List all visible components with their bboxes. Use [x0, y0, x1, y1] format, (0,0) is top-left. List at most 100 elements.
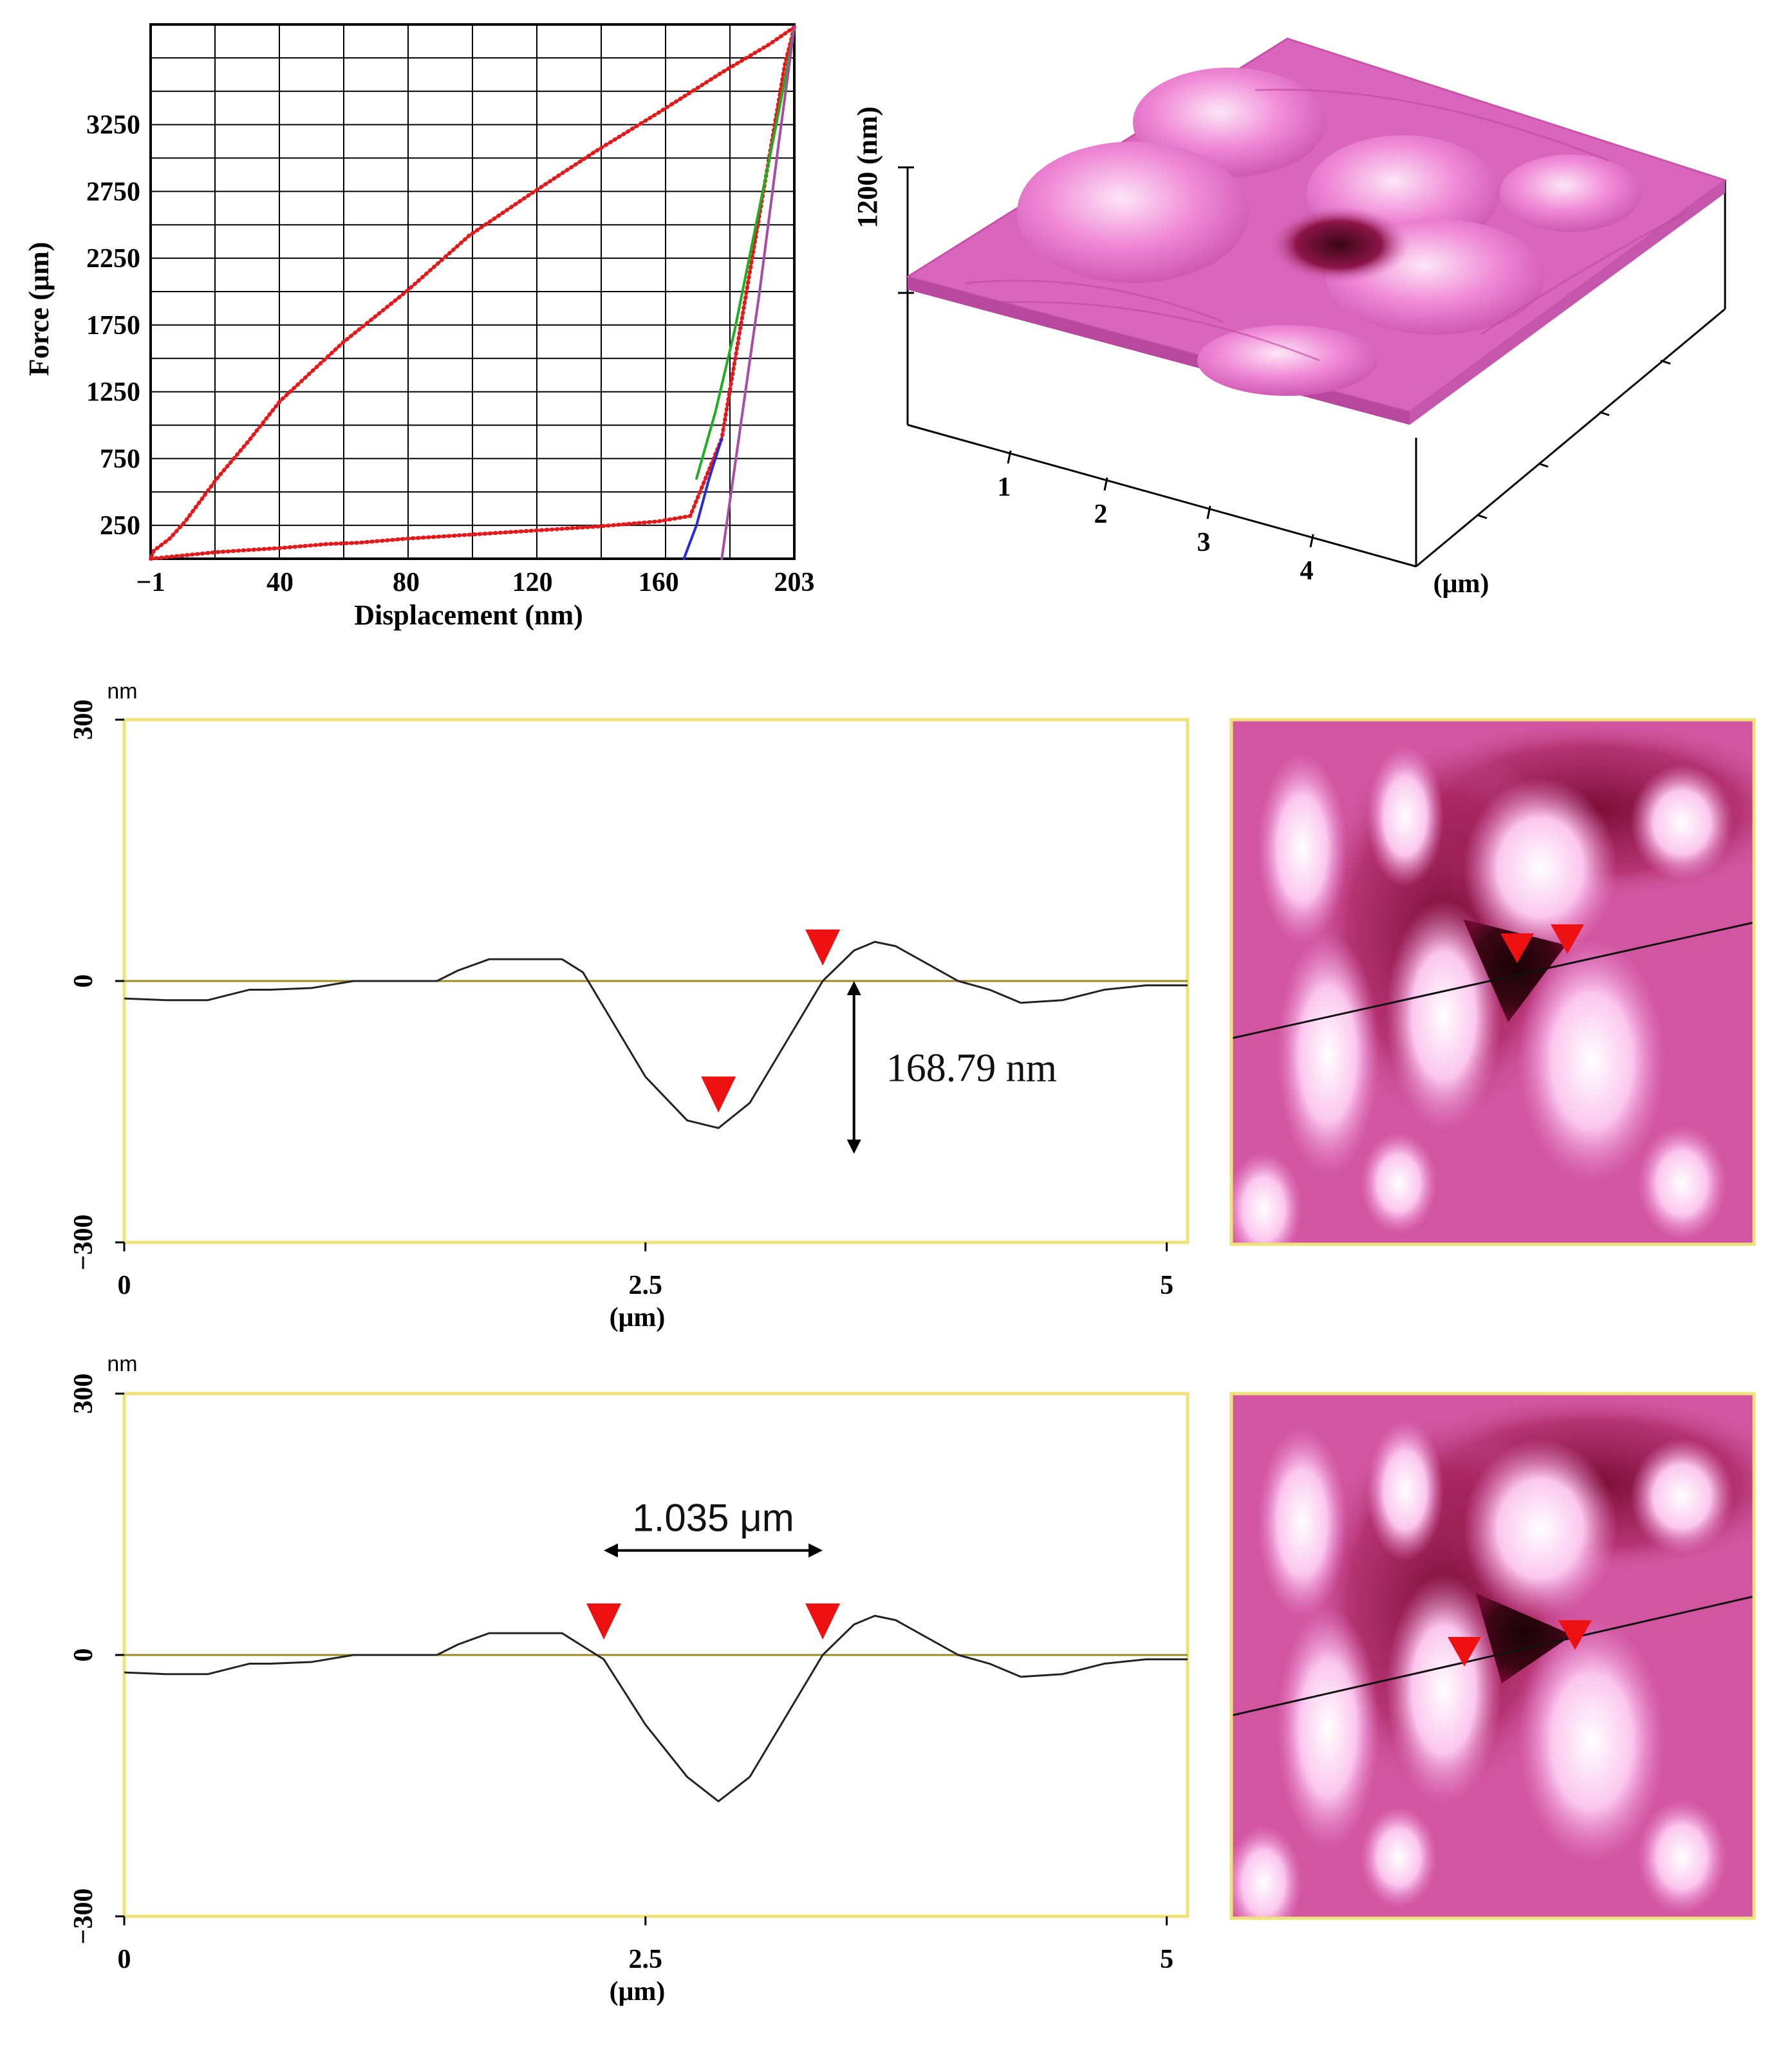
y-tick-3: [1599, 411, 1610, 416]
y-tick-label: 2750: [86, 177, 140, 207]
x-tick-label: 120: [512, 568, 553, 597]
x-axis: [907, 424, 1417, 568]
bright-grain: [1276, 1606, 1379, 1851]
x-tick-label: 0: [118, 1945, 131, 1974]
bright-grain: [1386, 1574, 1502, 1806]
y-tick-label: −300: [69, 1215, 98, 1271]
y-tick-label: 750: [100, 444, 140, 474]
series-group: [149, 25, 796, 561]
x-tick-label-4: 4: [1300, 556, 1314, 586]
afm-image-frame: [1231, 720, 1754, 1244]
surface-side-edge: [1410, 180, 1725, 425]
y-tick-label: 2250: [86, 244, 140, 274]
bright-grain: [1630, 765, 1733, 881]
x-tick-label: 40: [266, 568, 294, 597]
cursor-marker: [1448, 1637, 1481, 1667]
cursor-marker: [1558, 1620, 1592, 1650]
y-tick-label: 300: [69, 1374, 98, 1414]
bright-grain: [1367, 745, 1444, 887]
y-tick-label: 250: [100, 511, 140, 541]
unit-label: (μm): [1433, 569, 1489, 599]
cursor-marker: [805, 930, 841, 966]
x-tick-3: [1206, 505, 1211, 519]
y-tick-label: 3250: [86, 111, 140, 140]
indent-pit: [1268, 206, 1410, 283]
bright-grain: [1518, 939, 1666, 1183]
indent-pit: [1463, 919, 1566, 1022]
x-tick-label: 0: [118, 1271, 131, 1300]
y-tick-labels: 250 750 1250 1750 2250 2750 3250: [86, 111, 140, 541]
x-tick-label: 2.5: [629, 1945, 663, 1974]
x-tick-label-2: 2: [1094, 500, 1108, 529]
bright-grain: [1367, 1419, 1444, 1561]
bright-grain: [1231, 1825, 1302, 1918]
y-tick-label: 1750: [86, 311, 140, 341]
cursor-marker: [1551, 924, 1584, 954]
x-tick-label: −1: [136, 568, 165, 597]
x-tick-label: 5: [1160, 1945, 1173, 1974]
bright-grain: [1257, 752, 1347, 945]
bright-grain: [1463, 1439, 1618, 1619]
cursor-marker: [1500, 933, 1534, 963]
cursor-marker: [701, 1076, 736, 1113]
profile-line: [124, 940, 1188, 1129]
series-line-core: [149, 26, 795, 559]
x-tick-label: 80: [393, 568, 420, 597]
plot-area: 0 2.5 5 300 0 −300 1.035 μm: [69, 1374, 1188, 1974]
series-line-core: [150, 26, 796, 560]
surface-3d-view: 1200 (nm) 1 2 3 4 (μm): [852, 37, 1728, 599]
y-tick-2: [1538, 462, 1549, 468]
y-unit-label: nm: [107, 679, 137, 704]
y-tick-1: [1477, 514, 1488, 519]
depth-annotation: 168.79 nm: [886, 1046, 1057, 1090]
series-line: [720, 26, 796, 560]
x-tick-label-3: 3: [1197, 528, 1211, 557]
plot-area: 0 2.5 5 300 0 −300 168.79 nm: [69, 700, 1188, 1300]
afm-image-frame: [1231, 1394, 1754, 1918]
x-axis-label: (μm): [610, 1303, 666, 1332]
grid: [151, 24, 794, 559]
bright-grain: [1257, 1426, 1347, 1619]
surface-hill: [1197, 325, 1377, 396]
arrowhead: [846, 1139, 861, 1154]
section-line: [1231, 1595, 1754, 1717]
x-axis-label: Displacement (nm): [354, 599, 583, 631]
width-annotation: 1.035 μm: [632, 1497, 794, 1540]
x-tick-label: 160: [639, 568, 679, 597]
x-tick-label: 2.5: [629, 1271, 663, 1300]
cursor-marker: [586, 1603, 622, 1640]
bright-grain: [1463, 778, 1618, 958]
y-tick-4: [1660, 359, 1671, 365]
indent-pit: [1476, 1593, 1573, 1683]
bright-grain: [1637, 1125, 1727, 1241]
cursor-marker: [805, 1603, 841, 1640]
afm-image-top: [1229, 718, 1756, 1246]
bright-grain: [1386, 900, 1502, 1132]
section-depth-chart: nm 0 2.5 5 300 0 −300 168.79 nm (μm): [69, 679, 1190, 1332]
arrowhead: [604, 1543, 619, 1558]
x-tick-labels: −1 40 80 120 160 203: [136, 568, 815, 597]
y-tick-label: 0: [69, 975, 98, 988]
bright-grain: [1518, 1619, 1666, 1864]
afm-image-border: [1229, 1392, 1756, 1920]
afm-image-bottom: [1229, 1392, 1756, 1920]
bright-grain: [1360, 1132, 1437, 1235]
bright-grain: [1276, 932, 1379, 1177]
x-tick-2: [1103, 477, 1108, 491]
section-line: [1231, 921, 1754, 1040]
x-tick-label-1: 1: [998, 472, 1011, 502]
y-tick-label: −300: [69, 1889, 98, 1945]
y-unit-label: nm: [107, 1352, 137, 1376]
arrowhead: [808, 1543, 823, 1558]
y-tick-label: 1250: [86, 378, 140, 407]
z-axis-label: 1200 (nm): [852, 106, 883, 228]
x-tick-4: [1309, 534, 1314, 548]
surface-texture: [965, 88, 1687, 362]
y-tick-label: 300: [69, 700, 98, 740]
force-displacement-chart: −1 40 80 120 160 203 250 750 1250 1750 2250 2750 32…: [23, 23, 815, 631]
bright-grain: [1360, 1806, 1437, 1909]
arrowhead: [846, 981, 861, 995]
bright-grain: [1231, 1151, 1302, 1244]
y-axis: [1415, 308, 1726, 568]
x-axis-label: (μm): [610, 1977, 666, 2006]
